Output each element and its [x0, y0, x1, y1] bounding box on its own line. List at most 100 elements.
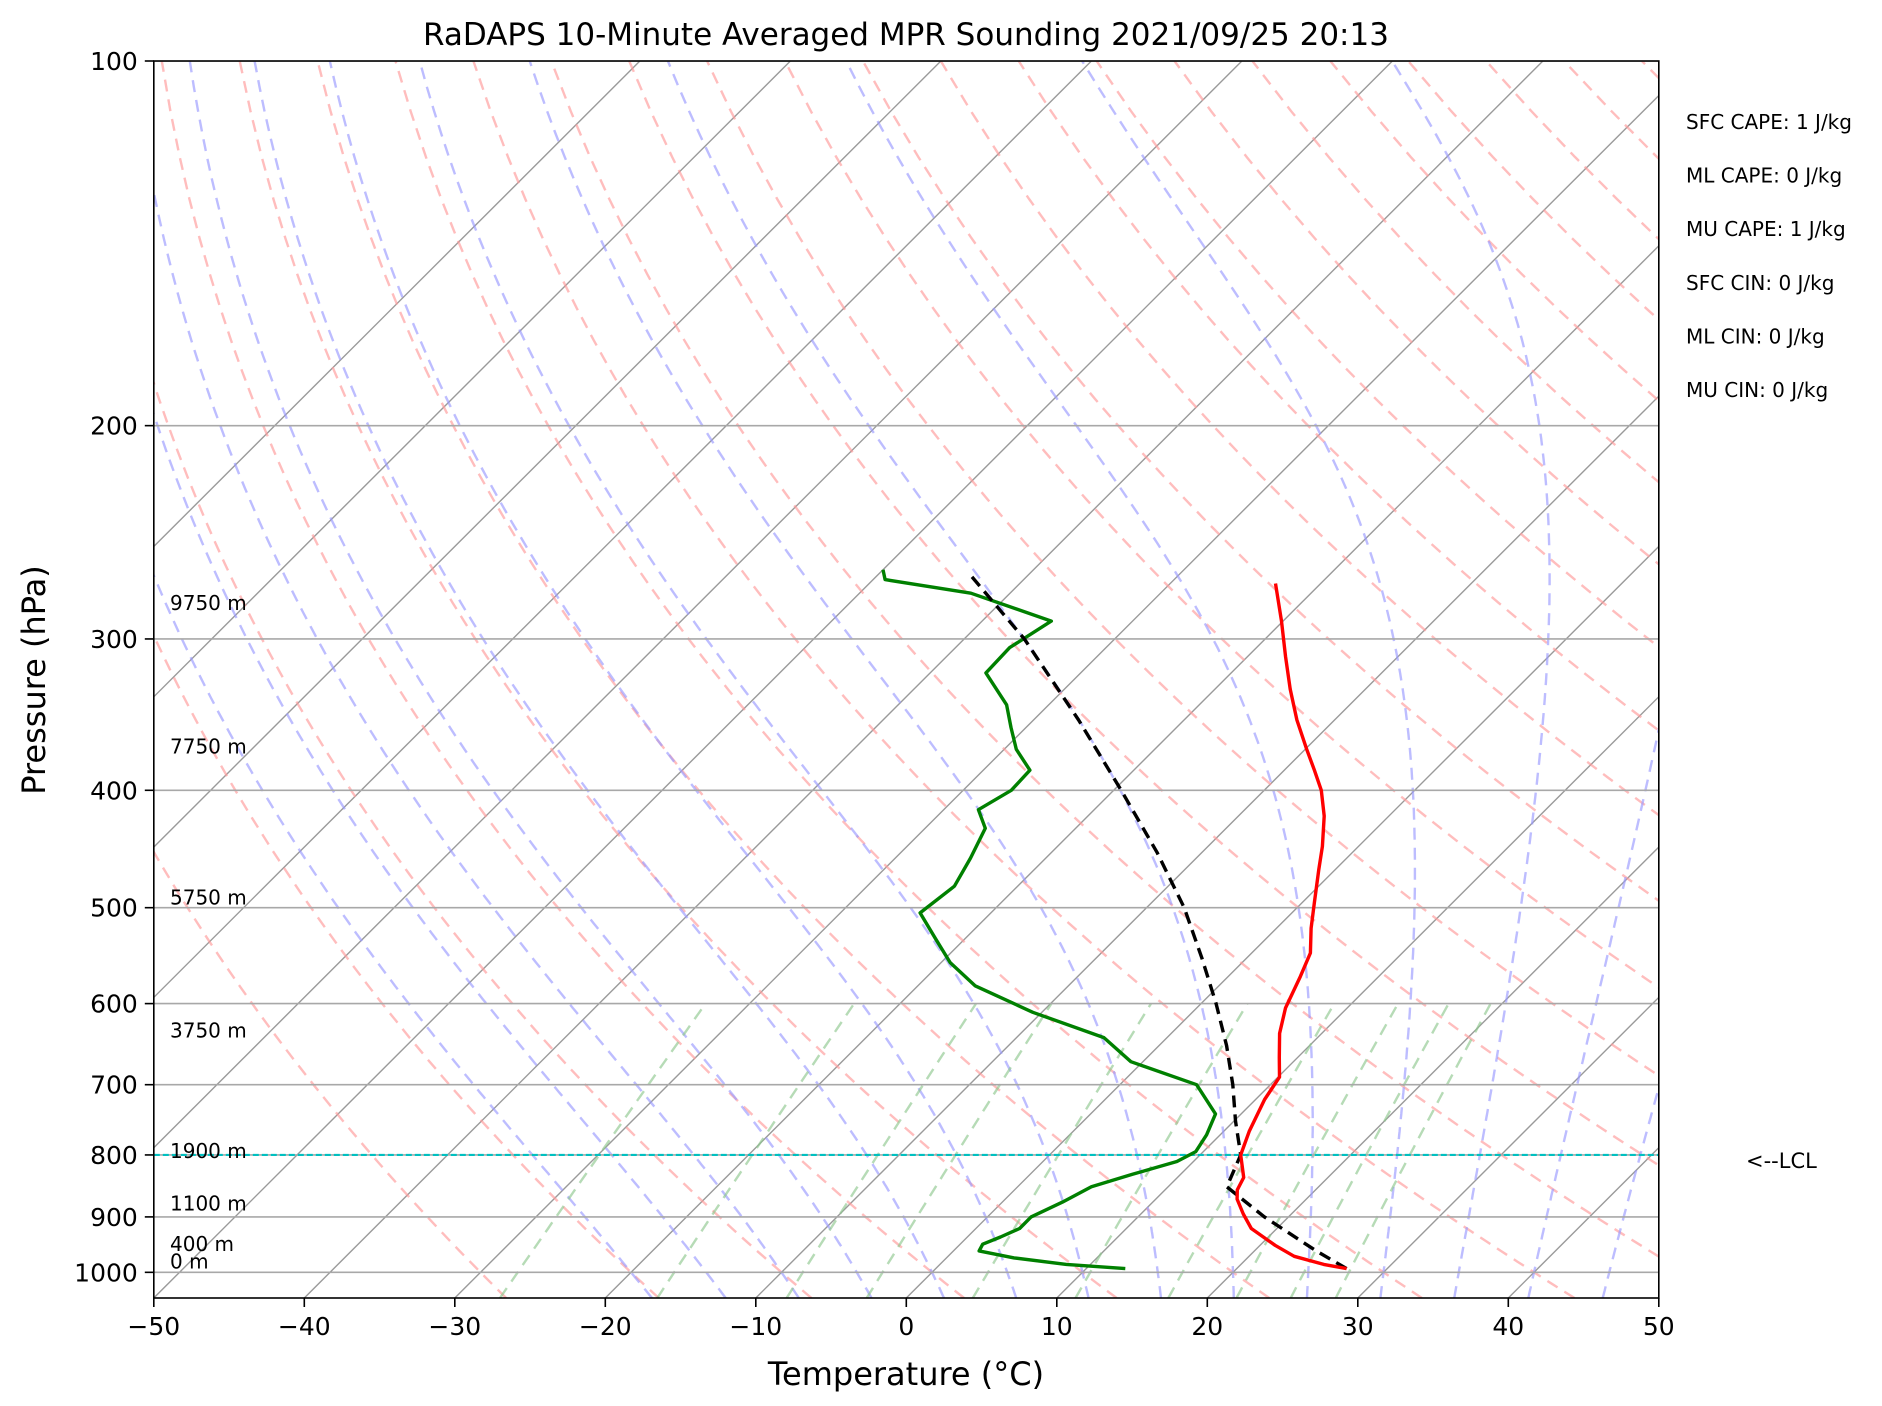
height-label: 1900 m: [170, 1139, 247, 1163]
moist-adiabat-line: [1527, 723, 1659, 1298]
dry-adiabat-line: [394, 61, 1423, 1298]
y-tick-label: 800: [90, 1141, 138, 1170]
x-tick-label: −10: [729, 1312, 782, 1341]
isotherm-line: [604, 244, 1659, 1298]
isotherm-line: [905, 545, 1659, 1298]
y-tick-label: 100: [90, 47, 138, 76]
x-tick-label: 50: [1643, 1312, 1675, 1341]
stability-index: MU CIN: 0 J/kg: [1686, 378, 1828, 402]
height-label: 9750 m: [170, 591, 247, 615]
dry-adiabat-line: [861, 61, 1659, 903]
stability-index: MU CAPE: 1 J/kg: [1686, 217, 1846, 241]
isotherm-line: [153, 61, 641, 548]
moist-adiabat-line: [666, 61, 1235, 1298]
y-tick-label: 300: [90, 625, 138, 654]
dry-adiabat-line: [939, 61, 1659, 817]
isotherm-line: [153, 61, 1092, 999]
isotherm-line: [755, 395, 1659, 1298]
mixing-ratio-line: [1334, 1003, 1492, 1298]
moist-adiabat-line: [1391, 61, 1551, 1298]
moist-adiabat-line: [153, 410, 727, 1298]
stability-index: SFC CIN: 0 J/kg: [1686, 271, 1834, 295]
moist-adiabat-line: [1081, 61, 1417, 1298]
isotherm-line: [1507, 1146, 1659, 1298]
moist-adiabat-line: [153, 186, 800, 1298]
dry-adiabat-line: [1173, 61, 1659, 566]
dry-adiabat-line: [153, 849, 508, 1298]
y-tick-label: 200: [90, 412, 138, 441]
moist-adiabat-line: [1601, 1083, 1659, 1298]
moist-adiabat-line: [845, 61, 1314, 1298]
isotherm-line: [1056, 695, 1659, 1298]
x-tick-label: 40: [1492, 1312, 1524, 1341]
mixing-ratio-line: [1074, 1002, 1249, 1298]
dry-adiabat-line: [153, 632, 660, 1298]
isotherm-line: [454, 94, 1659, 1298]
mixing-ratio-line: [656, 1002, 856, 1298]
mixing-ratio-line: [971, 1002, 1153, 1298]
x-tick-label: −40: [278, 1312, 331, 1341]
dry-adiabat-line: [238, 61, 1118, 1298]
stability-indices: SFC CAPE: 1 J/kg ML CAPE: 0 J/kg MU CAPE: …: [1686, 110, 1852, 402]
stability-index: ML CAPE: 0 J/kg: [1686, 164, 1842, 188]
mixing-ratio-line: [1235, 1003, 1400, 1298]
dry-adiabat-line: [1563, 61, 1659, 161]
height-label: 7750 m: [170, 735, 247, 759]
height-label: 1100 m: [170, 1191, 247, 1215]
y-axis-label: Pressure (hPa): [15, 565, 53, 795]
dry-adiabat-line: [550, 61, 1659, 1258]
chart-title: RaDAPS 10-Minute Averaged MPR Sounding 2…: [423, 17, 1389, 53]
lcl-label: <--LCL: [1746, 1149, 1817, 1173]
dry-adiabat-line: [1329, 61, 1659, 403]
moist-adiabat-line: [418, 61, 1090, 1298]
dry-adiabat-line: [1720, 61, 1882, 1298]
x-axis-ticks: −50 −40 −30 −20 −10 0 10 20 30 40 50: [127, 1298, 1675, 1341]
x-tick-label: −30: [428, 1312, 481, 1341]
isotherm-line: [303, 61, 1544, 1298]
dry-adiabat-line: [706, 61, 1659, 1078]
y-tick-label: 900: [90, 1203, 138, 1232]
isotherm-line: [1357, 996, 1659, 1298]
dry-adiabat-line: [1641, 61, 1659, 80]
x-tick-label: −50: [127, 1312, 180, 1341]
moist-adiabat-line: [153, 572, 653, 1298]
stability-index: SFC CAPE: 1 J/kg: [1686, 110, 1852, 134]
dry-adiabat-line: [160, 61, 965, 1298]
height-label: 400 m: [170, 1232, 234, 1256]
x-tick-label: 10: [1041, 1312, 1073, 1341]
moist-adiabat-line: [328, 61, 1018, 1298]
y-tick-label: 500: [90, 894, 138, 923]
dry-adiabat-line: [153, 379, 813, 1298]
data-series: [881, 569, 1348, 1271]
dry-adiabat-line: [1251, 61, 1659, 484]
dry-adiabat-line: [783, 61, 1659, 990]
isotherm-line: [1658, 1297, 1659, 1298]
dry-adiabat-line: [316, 61, 1270, 1298]
dry-adiabat-line: [628, 61, 1659, 1167]
dry-adiabat-line: [1095, 61, 1659, 649]
x-axis-label: Temperature (°C): [767, 1355, 1044, 1393]
moist-adiabat-line: [1677, 61, 1882, 1298]
pressure-gridlines: [153, 61, 1659, 1274]
parcel-line: [968, 572, 1348, 1271]
moist-adiabat-line: [528, 61, 1163, 1298]
mixing-ratio-line: [1167, 1003, 1336, 1298]
stability-index: ML CIN: 0 J/kg: [1686, 324, 1825, 348]
isotherm-line: [153, 61, 1243, 1149]
height-label: 3750 m: [170, 1019, 247, 1043]
dewpoint-line: [881, 569, 1218, 1271]
y-tick-label: 1000: [74, 1258, 138, 1287]
y-tick-label: 700: [90, 1071, 138, 1100]
mixing-ratio-line: [865, 1002, 1053, 1298]
dry-adiabat-line: [1017, 61, 1659, 733]
temperature-line: [1235, 583, 1347, 1271]
isotherm-line: [153, 61, 942, 849]
moist-adiabat-line: [253, 61, 946, 1298]
dry-adiabat-line: [472, 61, 1576, 1298]
y-tick-label: 400: [90, 776, 138, 805]
x-tick-label: −20: [579, 1312, 632, 1341]
x-tick-label: 0: [898, 1312, 914, 1341]
mixing-ratio-line: [499, 1002, 707, 1298]
